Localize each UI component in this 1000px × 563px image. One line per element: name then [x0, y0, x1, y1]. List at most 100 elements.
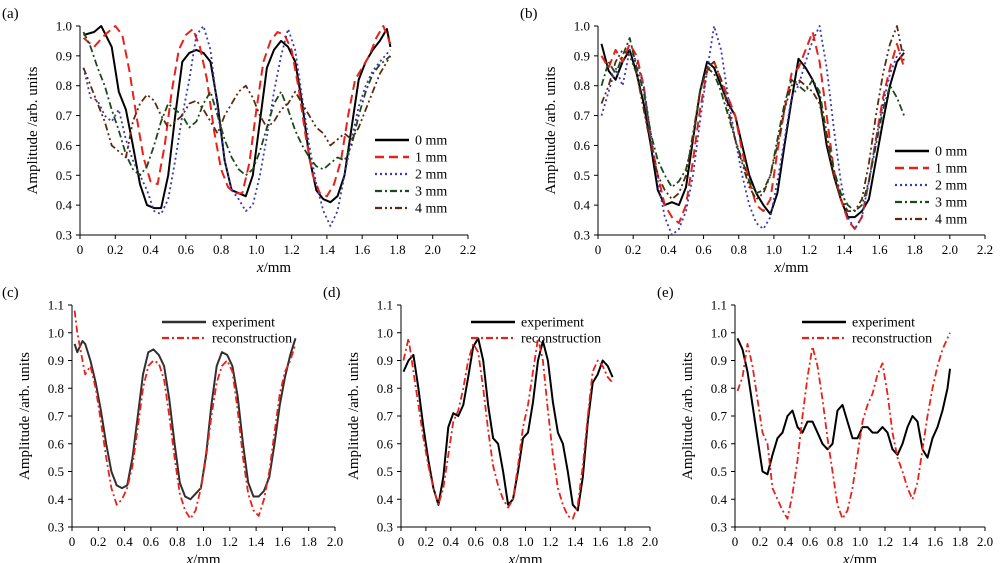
y-tick-label: 0.7: [574, 108, 591, 123]
legend: 0 mm 1 mm 2 mm 3 mm 4 mm: [375, 134, 447, 217]
y-tick-label: 0.8: [574, 78, 590, 93]
y-tick-label: 0.9: [711, 353, 727, 368]
y-tick-label: 1.0: [56, 19, 72, 34]
y-tick-label: 0.7: [48, 409, 65, 424]
legend-label: 0 mm: [415, 134, 447, 149]
x-tick-label: 0.2: [752, 534, 768, 549]
legend-label: 2 mm: [935, 179, 967, 194]
y-tick-label: 0.6: [48, 436, 65, 451]
x-tick-label: 1.8: [617, 534, 633, 549]
legend-label: 4 mm: [415, 202, 447, 217]
x-tick-label: 0.8: [731, 242, 747, 257]
x-tick-label: 1.2: [284, 242, 300, 257]
x-axis-variable: x: [256, 260, 264, 276]
x-axis-title: x/mm: [842, 552, 878, 563]
y-tick-label: 0.3: [56, 228, 72, 243]
x-tick-label: 0.6: [695, 242, 712, 257]
x-tick-label: 1.6: [354, 242, 371, 257]
x-tick-label: 1.8: [301, 534, 317, 549]
x-tick-label: 0: [595, 242, 602, 257]
x-axis-title: x/mm: [256, 260, 292, 276]
y-tick-label: 1.1: [48, 298, 64, 313]
y-tick-label: 1.0: [48, 325, 64, 340]
y-tick-label: 0.8: [48, 381, 64, 396]
legend-label: reconstruction: [852, 332, 932, 347]
panel-label: (c): [2, 285, 19, 301]
series-line-0-mm: [83, 25, 392, 210]
series-line-experiment: [402, 337, 614, 512]
y-tick-label: 0.8: [711, 381, 727, 396]
y-axis-title: Amplitude /arb. units: [680, 352, 696, 480]
series-line-reconstruction: [736, 332, 951, 520]
legend-label: 3 mm: [415, 185, 447, 200]
x-tick-label: 0.4: [660, 242, 677, 257]
x-axis-unit: /mm: [264, 260, 292, 276]
x-tick-label: 0.2: [418, 534, 434, 549]
series-line-3-mm: [82, 31, 391, 177]
x-tick-label: 2.2: [977, 242, 993, 257]
y-tick-label: 0.5: [574, 168, 590, 183]
x-tick-label: 0.4: [777, 534, 794, 549]
series-line-reconstruction: [402, 337, 614, 520]
y-tick-label: 0.4: [377, 492, 394, 507]
y-tick-label: 0.3: [377, 520, 393, 535]
x-tick-label: 1.0: [852, 534, 868, 549]
legend: 0 mm 1 mm 2 mm 3 mm 4 mm: [895, 145, 967, 228]
y-tick-label: 0.8: [377, 381, 393, 396]
y-tick-label: 1.0: [574, 19, 590, 34]
legend-label: experiment: [852, 316, 915, 331]
panel-b: 0.3 0.4 0.5 0.6 0.7 0.8 0.9 1.0 0 0.2 0.4 0.6 0.8 1.0…: [520, 6, 993, 276]
x-tick-label: 0: [77, 242, 84, 257]
panel-label: (a): [2, 6, 19, 22]
x-tick-label: 2.2: [460, 242, 476, 257]
y-axis-title: Amplitude /arb. units: [543, 66, 559, 194]
series-line-4-mm: [600, 25, 905, 213]
y-tick-label: 0.9: [574, 48, 590, 63]
x-axis-title: x/mm: [185, 552, 221, 563]
x-tick-label: 1.6: [927, 534, 944, 549]
x-tick-label: 2.0: [942, 242, 958, 257]
y-tick-label: 0.9: [48, 353, 64, 368]
legend-label: 3 mm: [935, 196, 967, 211]
panel-d: 0.3 0.4 0.5 0.6 0.7 0.8 0.9 1.0 1.1 0 0.2 0.4 0.6 0.8…: [323, 285, 658, 563]
y-tick-label: 0.5: [377, 464, 393, 479]
legend-label: 4 mm: [935, 213, 967, 228]
x-tick-label: 1.6: [592, 534, 609, 549]
x-tick-label: 1.4: [248, 534, 265, 549]
series-line-experiment: [73, 338, 297, 501]
x-tick-label: 0.4: [443, 534, 460, 549]
series-line-3-mm: [600, 37, 905, 213]
x-tick-label: 0.4: [142, 242, 159, 257]
x-tick-label: 0: [398, 534, 405, 549]
x-tick-label: 0.8: [213, 242, 229, 257]
x-tick-label: 0.6: [802, 534, 819, 549]
x-tick-label: 0.6: [468, 534, 485, 549]
x-tick-label: 1.4: [319, 242, 336, 257]
y-tick-label: 0.4: [711, 492, 728, 507]
y-tick-label: 1.1: [377, 298, 393, 313]
series-line-4-mm: [82, 55, 392, 159]
series-line-reconstruction: [73, 310, 297, 520]
legend-label: 2 mm: [415, 168, 447, 183]
y-tick-label: 0.6: [711, 436, 728, 451]
series-line-2-mm: [600, 25, 905, 236]
legend-label: reconstruction: [521, 332, 601, 347]
x-tick-label: 2.0: [977, 534, 993, 549]
panel-label: (b): [520, 6, 538, 22]
x-tick-label: 2.0: [327, 534, 343, 549]
x-axis-unit: /mm: [515, 552, 543, 563]
x-tick-label: 0: [69, 534, 76, 549]
x-tick-label: 1.2: [542, 534, 558, 549]
x-axis-variable: x: [185, 552, 193, 563]
x-tick-label: 0.8: [492, 534, 508, 549]
panel-c: 0.3 0.4 0.5 0.6 0.7 0.8 0.9 1.0 1.1 0 0.2 0.4 0.6 0.8…: [2, 285, 343, 563]
x-tick-label: 0.8: [169, 534, 185, 549]
x-tick-label: 1.2: [801, 242, 817, 257]
y-tick-label: 1.0: [377, 325, 393, 340]
panel-a: 0.3 0.4 0.5 0.6 0.7 0.8 0.9 1.0 0 0.2 0.4 0.6 0.8 1.0…: [2, 6, 476, 276]
y-tick-label: 0.7: [377, 409, 394, 424]
x-tick-label: 0.6: [178, 242, 195, 257]
y-tick-label: 0.5: [56, 168, 72, 183]
